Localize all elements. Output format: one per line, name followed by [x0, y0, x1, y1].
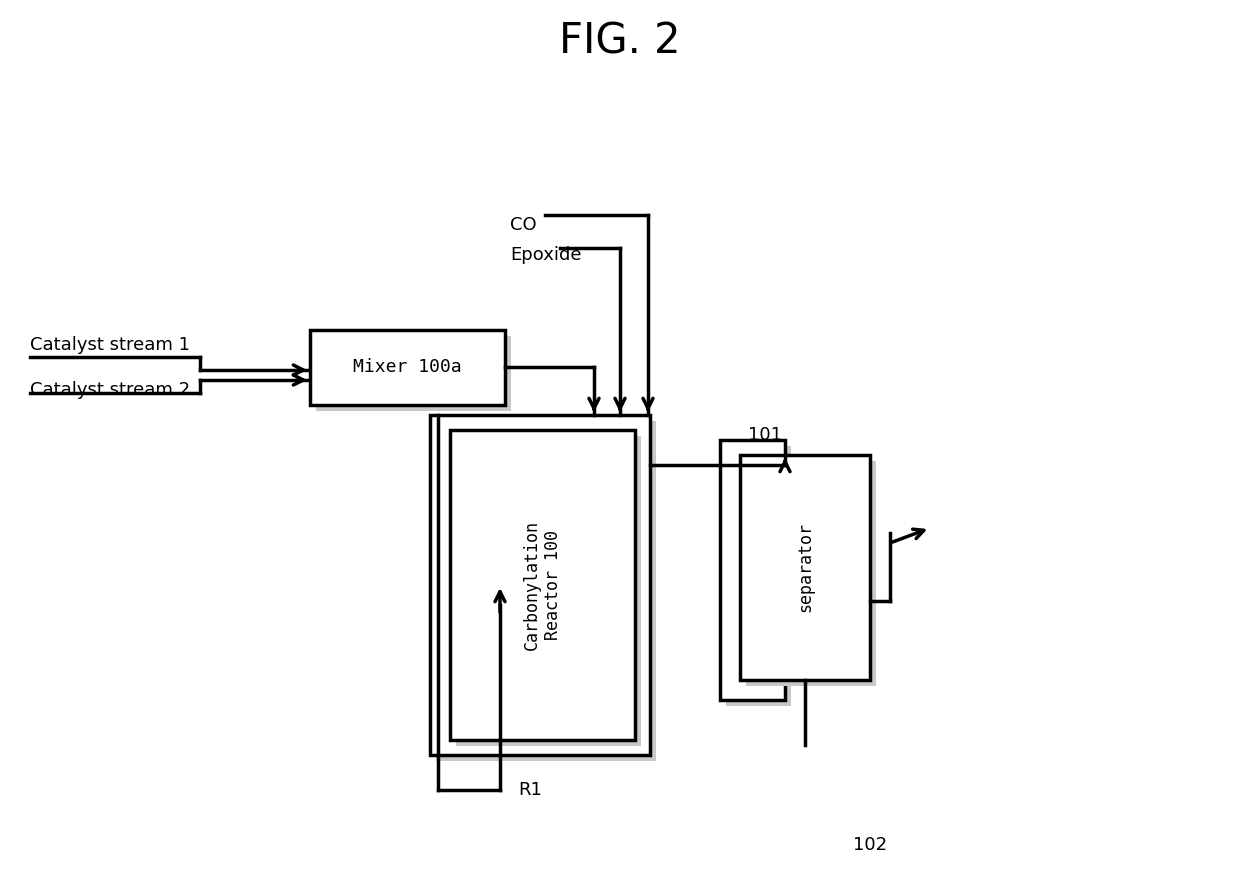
Bar: [740, 455, 870, 680]
Bar: [456, 436, 641, 746]
Bar: [316, 336, 511, 411]
Text: Mixer 100a: Mixer 100a: [353, 358, 461, 377]
Bar: [436, 421, 656, 761]
Text: 101: 101: [748, 426, 782, 444]
Bar: [310, 330, 505, 405]
Text: Catalyst stream 1: Catalyst stream 1: [30, 336, 190, 354]
Text: 102: 102: [853, 836, 887, 854]
Bar: [725, 446, 791, 706]
Text: Catalyst stream 2: Catalyst stream 2: [30, 381, 190, 399]
Text: Epoxide: Epoxide: [510, 246, 582, 264]
Bar: [430, 415, 650, 755]
Bar: [720, 440, 785, 700]
Bar: [450, 430, 635, 740]
Text: CO: CO: [510, 216, 537, 234]
Text: R1: R1: [518, 781, 542, 799]
Bar: [746, 461, 875, 686]
Text: FIG. 2: FIG. 2: [559, 21, 681, 63]
Text: separator: separator: [796, 522, 813, 612]
Text: Carbonylation
Reactor 100: Carbonylation Reactor 100: [523, 520, 562, 650]
